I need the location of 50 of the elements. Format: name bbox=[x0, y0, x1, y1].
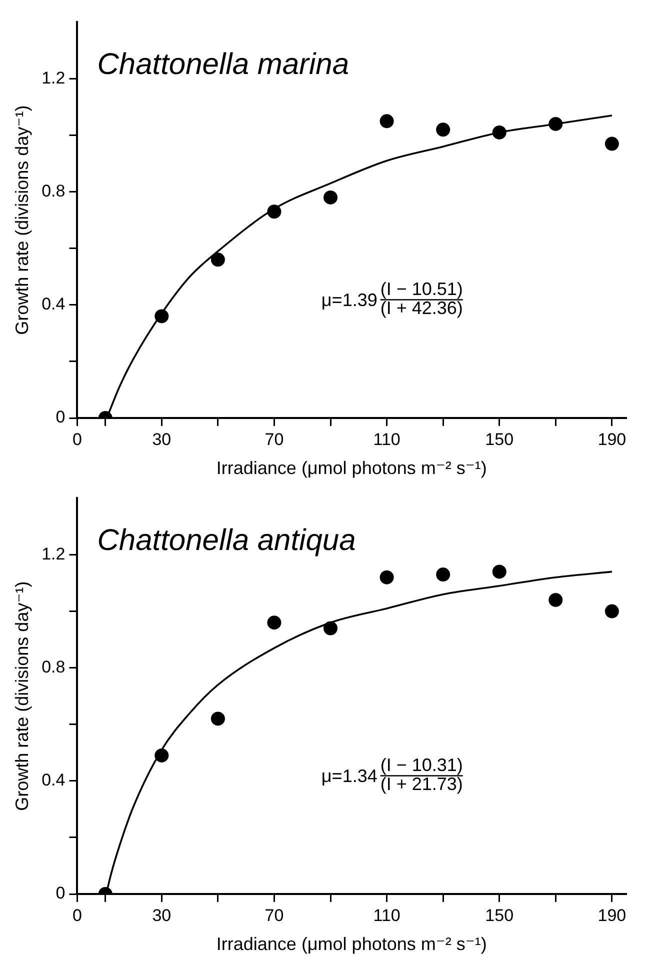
x-tick-label: 110 bbox=[373, 906, 400, 925]
x-tick-label: 150 bbox=[485, 906, 514, 925]
y-tick-label: 1.2 bbox=[42, 544, 66, 564]
annotation: μ=1.34 bbox=[321, 766, 378, 786]
point bbox=[380, 114, 394, 128]
point bbox=[210, 252, 225, 267]
x-tick-label: 190 bbox=[598, 906, 626, 925]
point bbox=[267, 616, 282, 630]
y-tick-label: 0 bbox=[56, 408, 66, 427]
annotation: (I + 42.36) bbox=[380, 298, 463, 318]
y-tick-label: 0.8 bbox=[42, 182, 66, 201]
y-axis-title: Growth rate (divisions day⁻¹) bbox=[12, 581, 32, 811]
y-tick-label: 0.8 bbox=[42, 658, 66, 677]
point bbox=[154, 309, 169, 324]
point bbox=[604, 604, 619, 618]
point bbox=[492, 125, 506, 140]
y-tick-label: 0.4 bbox=[42, 770, 66, 790]
y-tick-label: 1.2 bbox=[42, 68, 66, 88]
x-tick-label: 110 bbox=[373, 430, 400, 449]
y-axis-title: Growth rate (divisions day⁻¹) bbox=[12, 105, 32, 335]
x-tick-label: 0 bbox=[72, 906, 82, 925]
point bbox=[267, 204, 282, 219]
point bbox=[324, 190, 338, 204]
annotation: (I − 10.51) bbox=[380, 279, 463, 300]
x-tick-label: 70 bbox=[264, 430, 284, 449]
point bbox=[210, 712, 225, 726]
annotation: (I + 21.73) bbox=[380, 774, 463, 794]
point bbox=[548, 592, 563, 607]
point bbox=[604, 136, 619, 151]
x-tick-label: 190 bbox=[598, 430, 626, 449]
y-tick-label: 0.4 bbox=[42, 294, 66, 314]
point bbox=[492, 564, 506, 579]
x-tick-label: 0 bbox=[72, 430, 82, 449]
x-tick-label: 30 bbox=[152, 906, 172, 925]
point bbox=[436, 122, 450, 137]
point bbox=[548, 116, 563, 131]
x-tick-label: 150 bbox=[485, 430, 514, 449]
point bbox=[154, 748, 169, 762]
point bbox=[324, 621, 338, 636]
x-axis-title: Irradiance (μmol photons m⁻² s⁻¹) bbox=[216, 934, 487, 954]
point bbox=[436, 568, 450, 582]
point bbox=[380, 570, 394, 584]
x-axis-title: Irradiance (μmol photons m⁻² s⁻¹) bbox=[216, 458, 487, 478]
x-tick-label: 70 bbox=[264, 906, 284, 925]
y-tick-label: 0 bbox=[56, 884, 66, 903]
x-tick-label: 30 bbox=[152, 430, 172, 449]
text: Chattonella antiqua bbox=[97, 524, 356, 558]
annotation: (I − 10.31) bbox=[380, 755, 463, 776]
annotation: μ=1.39 bbox=[321, 290, 378, 310]
text: Chattonella marina bbox=[97, 48, 350, 82]
